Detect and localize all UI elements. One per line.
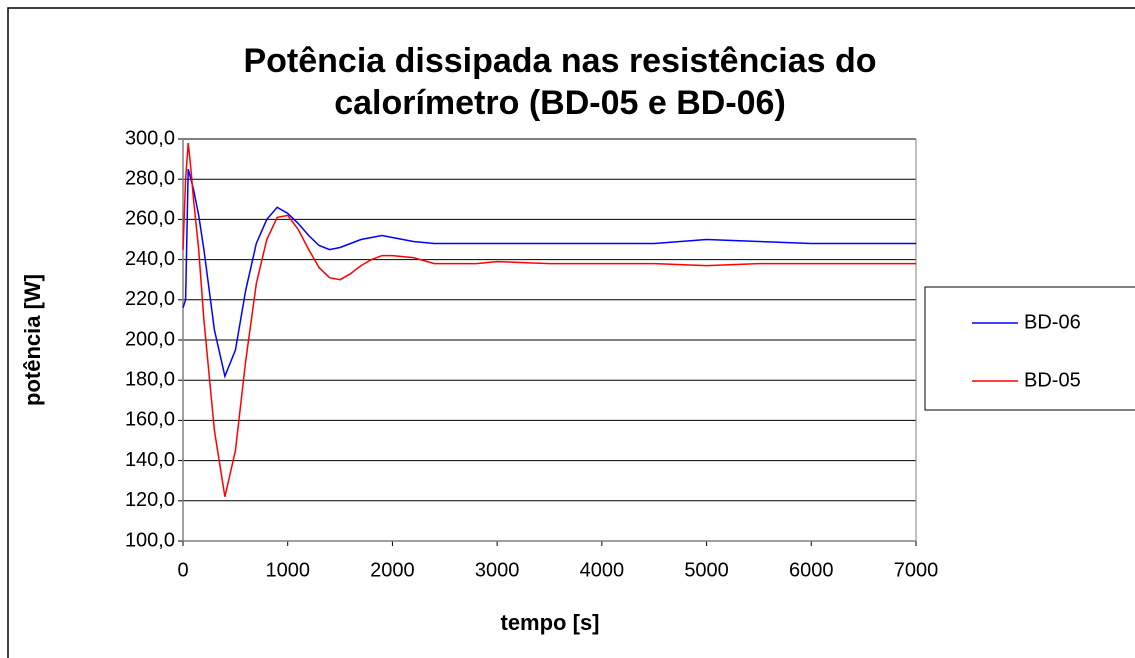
y-tick-label: 140,0	[125, 449, 175, 471]
y-tick-label: 300,0	[125, 127, 175, 149]
y-tick-label: 120,0	[125, 489, 175, 511]
legend-label: BD-06	[1024, 311, 1081, 333]
y-tick-label: 180,0	[125, 368, 175, 390]
y-tick-label: 260,0	[125, 208, 175, 230]
series-line	[182, 142, 916, 497]
y-tick-label: 100,0	[125, 529, 175, 551]
series-line	[182, 168, 916, 379]
x-tick-label: 0	[177, 559, 188, 581]
y-tick-label: 220,0	[125, 288, 175, 310]
y-axis-label: potência [W]	[20, 274, 45, 406]
x-axis-label: tempo [s]	[501, 610, 600, 635]
x-tick-label: 2000	[370, 559, 415, 581]
y-tick-label: 280,0	[125, 167, 175, 189]
x-tick-label: 4000	[580, 559, 625, 581]
y-tick-label: 240,0	[125, 248, 175, 270]
legend-label: BD-05	[1024, 369, 1081, 391]
chart-title: Potência dissipada nas resistências do c…	[243, 42, 877, 122]
x-tick-label: 6000	[789, 559, 834, 581]
y-tick-label: 160,0	[125, 409, 175, 431]
legend-box	[924, 286, 1135, 411]
x-tick-label: 3000	[475, 559, 520, 581]
y-tick-label: 200,0	[125, 328, 175, 350]
x-tick-label: 7000	[894, 559, 939, 581]
chart-border	[7, 7, 1135, 658]
x-tick-label: 1000	[265, 559, 310, 581]
x-tick-label: 5000	[684, 559, 729, 581]
